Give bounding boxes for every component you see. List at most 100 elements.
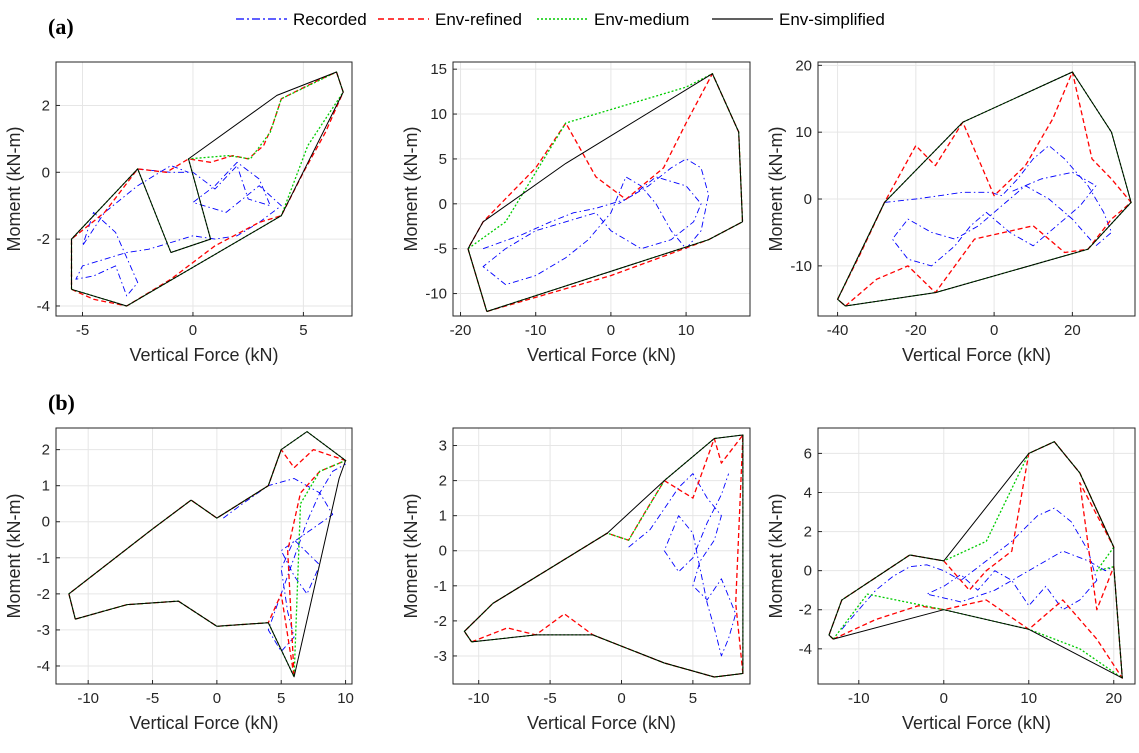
x-tick-label: 10 [1020, 690, 1037, 707]
series-recorded [628, 473, 737, 657]
plot-frame [817, 61, 1136, 317]
y-tick-label: -2 [37, 231, 50, 248]
series-env-medium [467, 73, 744, 313]
x-axis-label: Vertical Force (kN) [527, 345, 676, 365]
y-tick-label: 0 [42, 164, 50, 181]
series-env-simplified [463, 434, 744, 678]
y-tick-label: -2 [37, 586, 50, 603]
legend-label-env-medium: Env-medium [594, 10, 689, 29]
series-env-refined [463, 434, 744, 678]
y-tick-label: 0 [804, 191, 812, 208]
x-tick-label: -10 [848, 690, 870, 707]
series-env-medium [828, 441, 1123, 679]
x-tick-label: 0 [617, 690, 625, 707]
series-env-simplified [837, 71, 1132, 307]
y-tick-label: -5 [434, 241, 447, 258]
panel-label-b: (b) [48, 390, 75, 415]
chart-3: -40 -20 0 20 -10 0 10 20 Vertical Force (kN) Mome… [766, 57, 1136, 365]
y-tick-label: 2 [42, 97, 50, 114]
y-tick-label: 10 [795, 124, 812, 141]
y-tick-label: 0 [439, 196, 447, 213]
x-tick-label: 0 [213, 690, 221, 707]
x-tick-label: -10 [525, 322, 547, 339]
x-tick-label: 0 [990, 322, 998, 339]
y-tick-label: -2 [799, 602, 812, 619]
x-tick-label: 0 [607, 322, 615, 339]
plot-frame [452, 61, 751, 317]
y-tick-label: 15 [430, 61, 447, 78]
y-tick-label: -4 [37, 298, 50, 315]
y-axis-label: Moment (kN-m) [766, 127, 786, 252]
y-tick-label: 0 [439, 543, 447, 560]
y-tick-label: -2 [434, 613, 447, 630]
series-recorded [482, 158, 710, 286]
series-env-simplified [828, 441, 1123, 679]
y-tick-label: -4 [799, 641, 812, 658]
y-tick-label: 2 [439, 473, 447, 490]
x-axis-label: Vertical Force (kN) [527, 713, 676, 733]
series-env-refined [836, 71, 1132, 307]
x-tick-label: -40 [827, 322, 849, 339]
y-tick-label: -1 [434, 578, 447, 595]
y-tick-label: 10 [430, 106, 447, 123]
x-tick-label: -20 [905, 322, 927, 339]
series-env-refined [70, 71, 344, 307]
series-recorded [841, 507, 1114, 630]
y-tick-label: -10 [425, 286, 447, 303]
panel-label-a: (a) [48, 14, 74, 39]
plot-frame [452, 427, 751, 685]
y-tick-label: 3 [439, 438, 447, 455]
y-tick-label: 20 [795, 57, 812, 74]
plot-frame [817, 427, 1136, 685]
x-tick-label: -5 [146, 690, 159, 707]
x-tick-label: 10 [678, 322, 695, 339]
series-env-refined [828, 441, 1123, 679]
x-tick-label: -10 [468, 690, 490, 707]
chart-2: -20 -10 0 10 -10 -5 0 5 10 15 Vertical Force (kN) M… [401, 61, 751, 365]
y-tick-label: 4 [804, 484, 812, 501]
series-env-simplified [71, 71, 344, 307]
series-recorded [884, 145, 1112, 267]
y-axis-label: Moment (kN-m) [401, 494, 421, 619]
x-tick-label: -5 [543, 690, 556, 707]
x-tick-label: -5 [76, 322, 89, 339]
y-axis-label: Moment (kN-m) [401, 127, 421, 252]
y-tick-label: -1 [37, 550, 50, 567]
y-tick-label: -10 [790, 258, 812, 275]
x-tick-label: 0 [940, 690, 948, 707]
x-tick-label: 5 [299, 322, 307, 339]
y-tick-label: 5 [439, 151, 447, 168]
x-tick-label: 5 [277, 690, 285, 707]
x-axis-label: Vertical Force (kN) [129, 345, 278, 365]
y-tick-label: -3 [434, 648, 447, 665]
y-tick-label: -3 [37, 622, 50, 639]
x-tick-label: 5 [689, 690, 697, 707]
legend-label-env-refined: Env-refined [435, 10, 522, 29]
x-tick-label: -10 [77, 690, 99, 707]
series-env-medium [68, 430, 347, 678]
y-tick-label: 1 [42, 478, 50, 495]
x-tick-label: -20 [450, 322, 472, 339]
y-axis-label: Moment (kN-m) [4, 494, 24, 619]
y-tick-label: 2 [804, 524, 812, 541]
x-tick-label: 10 [337, 690, 354, 707]
x-axis-label: Vertical Force (kN) [902, 713, 1051, 733]
series-env-medium [836, 71, 1132, 307]
x-axis-label: Vertical Force (kN) [129, 713, 278, 733]
series-env-simplified [467, 73, 743, 312]
series-env-refined [467, 73, 744, 313]
x-tick-label: 20 [1105, 690, 1122, 707]
x-axis-label: Vertical Force (kN) [902, 345, 1051, 365]
x-tick-label: 0 [189, 322, 197, 339]
y-tick-label: 0 [42, 514, 50, 531]
series-env-simplified [68, 431, 347, 678]
plot-frame [55, 61, 353, 317]
series-env-refined [68, 448, 347, 678]
legend-label-recorded: Recorded [293, 10, 367, 29]
y-tick-label: 6 [804, 445, 812, 462]
y-axis-label: Moment (kN-m) [4, 127, 24, 252]
